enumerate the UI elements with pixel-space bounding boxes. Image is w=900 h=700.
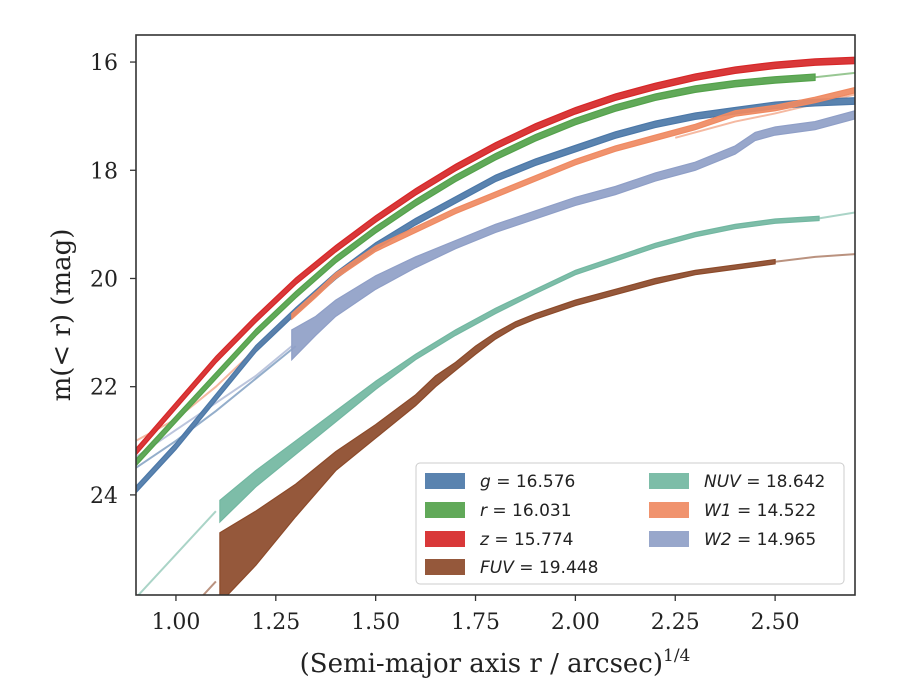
y-axis-title: m(< r) (mag) [47, 229, 77, 402]
legend-swatch [425, 559, 465, 575]
model-curve [136, 345, 293, 458]
y-tick-label: 20 [90, 267, 118, 292]
y-axis: 16 18 20 22 24 [90, 51, 136, 509]
x-axis-title: (Semi-major axis r / arcsec)1/4 [300, 646, 691, 679]
x-axis: 1.00 1.25 1.50 1.75 2.00 2.25 2.50 [151, 595, 800, 635]
x-tick-label: 2.25 [651, 610, 700, 635]
data-band [136, 73, 816, 467]
y-tick-label: 16 [90, 51, 118, 76]
data-band [291, 86, 855, 321]
legend-label: NUV = 18.642 [704, 472, 825, 492]
legend: g = 16.576 r = 16.031 z = 15.774 FUV = 19.4… [415, 462, 845, 585]
x-tick-label: 2.00 [551, 610, 600, 635]
y-tick-label: 22 [90, 376, 118, 401]
legend-label: z = 15.774 [479, 530, 573, 550]
x-tick-label: 1.25 [251, 610, 300, 635]
model-curve [774, 253, 855, 263]
x-axis-title-text: (Semi-major axis r / arcsec) [300, 649, 663, 679]
data-band [136, 56, 855, 456]
plot-frame [135, 34, 856, 596]
x-tick-label: 1.75 [451, 610, 500, 635]
model-curve [818, 211, 855, 220]
model-curve [814, 71, 855, 79]
model-curve [136, 345, 297, 469]
y-tick-label: 24 [90, 484, 118, 509]
legend-label: r = 16.031 [480, 501, 572, 521]
data-band [291, 110, 855, 362]
x-tick-label: 1.50 [351, 610, 400, 635]
x-axis-title-exponent: 1/4 [663, 646, 690, 666]
legend-swatch [649, 502, 689, 518]
legend-swatch [425, 502, 465, 518]
data-band [219, 258, 776, 595]
legend-label: FUV = 19.448 [480, 558, 598, 578]
legend-swatch [649, 473, 689, 489]
legend-label: W1 = 14.522 [704, 501, 816, 521]
series-layer [136, 56, 855, 595]
legend-swatch [425, 531, 465, 547]
legend-frame [415, 462, 845, 585]
x-tick-label: 2.50 [751, 610, 800, 635]
legend-swatch [425, 473, 465, 489]
model-curve [137, 510, 217, 595]
y-tick-label: 18 [90, 159, 118, 184]
legend-label: W2 = 14.965 [704, 530, 816, 550]
legend-label: g = 16.576 [480, 472, 575, 492]
legend-swatch [649, 531, 689, 547]
model-curve [202, 580, 217, 595]
x-tick-label: 1.00 [151, 610, 200, 635]
data-band [219, 215, 820, 524]
